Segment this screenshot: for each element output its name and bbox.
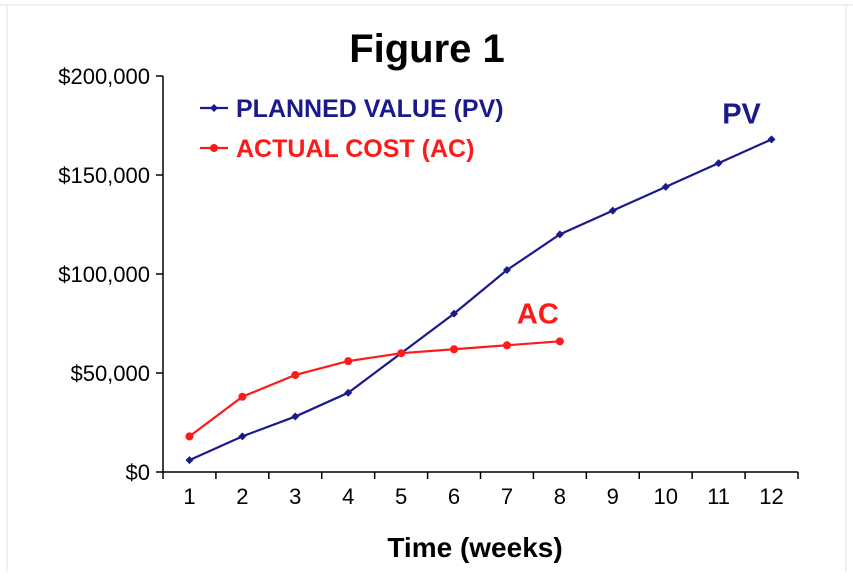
x-tick-label: 9 xyxy=(607,484,619,509)
data-point xyxy=(555,337,564,346)
data-point xyxy=(502,341,511,350)
x-tick-label: 11 xyxy=(707,484,730,509)
series-annotation: AC xyxy=(517,298,559,330)
series-annotation: PV xyxy=(722,98,761,130)
data-point xyxy=(555,230,564,239)
x-axis-label: Time (weeks) xyxy=(387,532,562,563)
series-layer: PV AC xyxy=(185,98,776,465)
data-point xyxy=(661,182,670,191)
data-point xyxy=(238,432,247,441)
x-tick-label: 1 xyxy=(183,484,195,509)
series-line-ac xyxy=(188,340,560,438)
data-point xyxy=(344,357,353,366)
data-point xyxy=(767,135,776,144)
x-tick-label: 7 xyxy=(501,484,513,509)
legend-label: ACTUAL COST (AC) xyxy=(236,135,474,163)
x-tick-label: 6 xyxy=(448,484,460,509)
data-point xyxy=(397,349,406,358)
legend: PLANNED VALUE (PV) ACTUAL COST (AC) xyxy=(200,95,504,163)
data-point xyxy=(502,266,511,275)
y-tick-label: $100,000 xyxy=(58,262,150,287)
x-tick-label: 2 xyxy=(236,484,248,509)
x-tick-label: 8 xyxy=(554,484,566,509)
data-point xyxy=(238,392,247,401)
data-point xyxy=(344,388,353,397)
data-point xyxy=(291,370,300,379)
y-tick-label: $0 xyxy=(126,460,150,485)
data-point xyxy=(714,159,723,168)
series-line-pv xyxy=(189,138,772,462)
x-tick-label: 4 xyxy=(342,484,354,509)
x-tick-label: 10 xyxy=(653,484,677,509)
chart-title: Figure 1 xyxy=(349,27,505,71)
data-point xyxy=(185,456,194,465)
x-tick-label: 5 xyxy=(395,484,407,509)
legend-swatch-marker xyxy=(210,144,218,152)
y-tick-label: $50,000 xyxy=(70,361,150,386)
legend-label: PLANNED VALUE (PV) xyxy=(236,95,504,123)
y-tick-label: $200,000 xyxy=(58,64,150,89)
x-tick-label: 3 xyxy=(289,484,301,509)
data-point xyxy=(185,432,194,441)
legend-swatch-marker xyxy=(210,104,218,112)
data-point xyxy=(291,412,300,421)
y-tick-label: $150,000 xyxy=(58,163,150,188)
x-tick-label: 12 xyxy=(759,484,783,509)
data-point xyxy=(450,309,459,318)
data-point xyxy=(450,345,459,354)
data-point xyxy=(608,206,617,215)
